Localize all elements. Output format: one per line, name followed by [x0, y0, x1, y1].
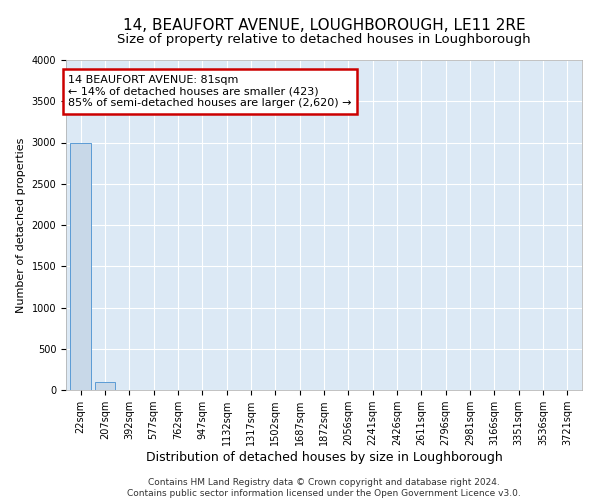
- Y-axis label: Number of detached properties: Number of detached properties: [16, 138, 26, 312]
- Bar: [95, 382, 115, 390]
- Bar: [70, 142, 91, 390]
- Text: 14 BEAUFORT AVENUE: 81sqm
← 14% of detached houses are smaller (423)
85% of semi: 14 BEAUFORT AVENUE: 81sqm ← 14% of detac…: [68, 75, 352, 108]
- Text: Size of property relative to detached houses in Loughborough: Size of property relative to detached ho…: [117, 32, 531, 46]
- Text: Contains HM Land Registry data © Crown copyright and database right 2024.
Contai: Contains HM Land Registry data © Crown c…: [127, 478, 521, 498]
- Text: 14, BEAUFORT AVENUE, LOUGHBOROUGH, LE11 2RE: 14, BEAUFORT AVENUE, LOUGHBOROUGH, LE11 …: [122, 18, 526, 32]
- X-axis label: Distribution of detached houses by size in Loughborough: Distribution of detached houses by size …: [146, 451, 502, 464]
